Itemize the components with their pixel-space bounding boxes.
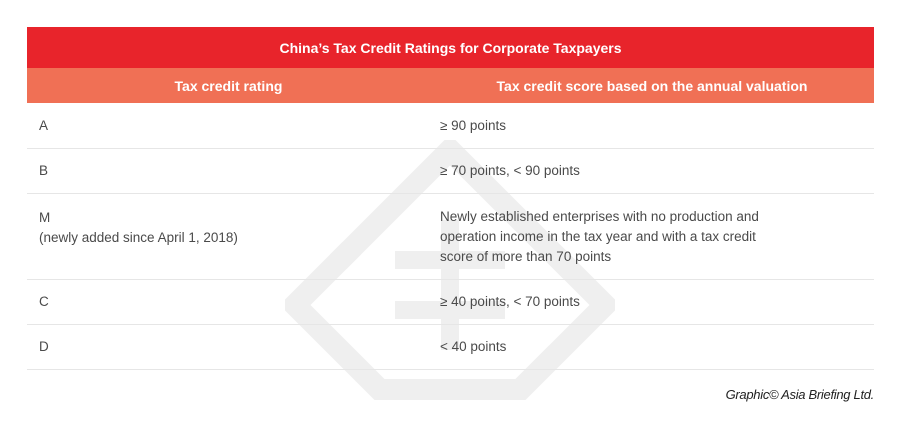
table-row: D < 40 points — [27, 325, 874, 370]
table-row: B ≥ 70 points, < 90 points — [27, 149, 874, 194]
rating: M — [39, 210, 51, 225]
table-header: Tax credit rating Tax credit score based… — [27, 68, 874, 103]
table-row: M (newly added since April 1, 2018) Newl… — [27, 194, 874, 280]
rating: D — [39, 339, 49, 354]
score: < 40 points — [440, 339, 507, 354]
column-header-rating: Tax credit rating — [174, 77, 283, 94]
tax-credit-table: China’s Tax Credit Ratings for Corporate… — [27, 27, 874, 370]
credit-line: Graphic© Asia Briefing Ltd. — [725, 387, 875, 402]
score: Newly established enterprises with no pr… — [440, 208, 759, 264]
rating: C — [39, 294, 49, 309]
rating: B — [39, 163, 49, 178]
rating: A — [39, 117, 49, 133]
table-row: A ≥ 90 points — [27, 103, 874, 149]
rating-note: (newly added since April 1, 2018) — [39, 230, 238, 245]
score: ≥ 70 points, < 90 points — [440, 163, 580, 178]
table-row: C ≥ 40 points, < 70 points — [27, 280, 874, 325]
rating-cell: M (newly added since April 1, 2018) — [27, 194, 430, 248]
column-header-score: Tax credit score based on the annual val… — [496, 77, 808, 94]
score: ≥ 90 points — [440, 117, 506, 133]
score: ≥ 40 points, < 70 points — [440, 294, 580, 309]
table-title: China’s Tax Credit Ratings for Corporate… — [27, 27, 874, 68]
